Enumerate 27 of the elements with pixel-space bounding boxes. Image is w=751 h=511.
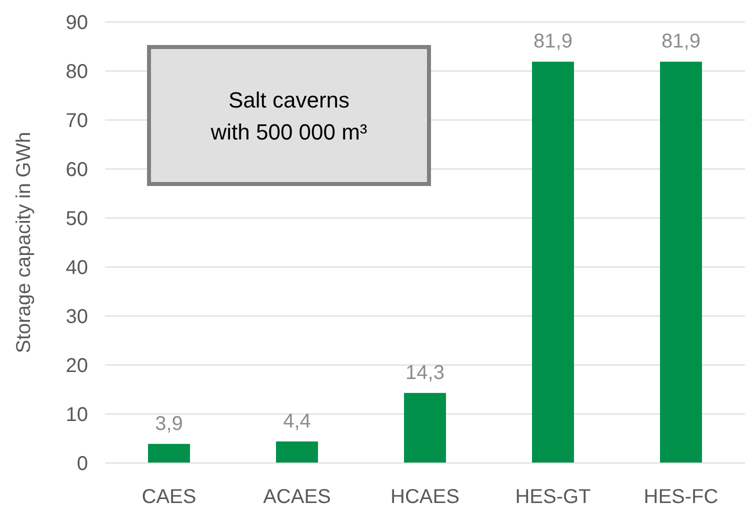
- y-tick-label: 90: [66, 12, 88, 34]
- y-tick-label: 70: [66, 110, 88, 132]
- data-label: 81,9: [534, 30, 572, 53]
- y-tick-label: 20: [66, 355, 88, 377]
- y-tick-label: 40: [66, 257, 88, 279]
- x-tick-label: ACAES: [263, 486, 331, 508]
- bar: [660, 62, 702, 463]
- x-tick-label: HES-FC: [644, 486, 718, 508]
- bar: [404, 392, 446, 463]
- y-tick-label: 10: [66, 404, 88, 426]
- data-label: 3,9: [155, 412, 183, 435]
- bar: [532, 62, 574, 463]
- x-tick-label: CAES: [142, 486, 196, 508]
- bar: [148, 444, 190, 463]
- data-label: 14,3: [406, 362, 444, 384]
- y-tick-label: 0: [76, 453, 88, 475]
- bar: [276, 441, 318, 463]
- data-label: 4,4: [283, 410, 311, 432]
- y-tick-label: 30: [66, 306, 88, 328]
- y-tick-label: 80: [66, 61, 88, 83]
- annotation: Salt caverns with 500 000 m³: [210, 88, 368, 145]
- x-tick-label: HCAES: [390, 486, 460, 508]
- y-tick-label: 50: [66, 208, 88, 230]
- y-tick-label: 60: [66, 159, 88, 181]
- x-tick-label: HES-GT: [515, 486, 591, 508]
- data-label: 81,9: [662, 30, 700, 53]
- y-axis-title: Storage capacity in GWh: [13, 132, 35, 354]
